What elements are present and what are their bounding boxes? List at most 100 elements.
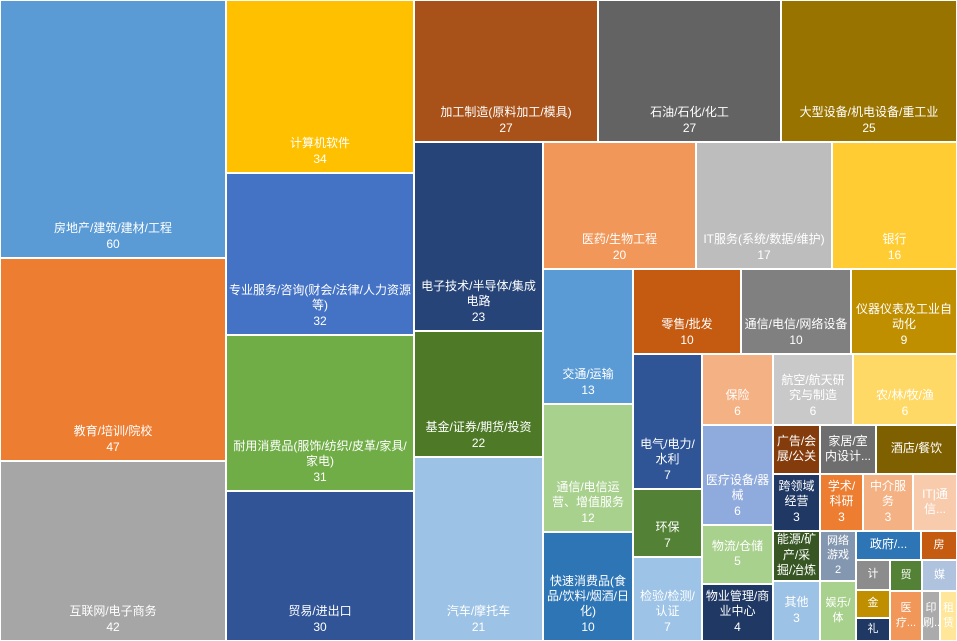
tile-value: 9 — [900, 332, 908, 347]
treemap-tile[interactable]: 通信/电信/网络设备 10 — [741, 269, 851, 354]
treemap-tile[interactable]: 家居/室内设计... — [820, 425, 876, 474]
treemap-tile[interactable]: 耐用消费品(服饰/纺织/皮革/家具/家电) 31 — [226, 335, 414, 491]
tile-label: 计 — [867, 568, 879, 581]
treemap-tile[interactable]: 电子技术/半导体/集成电路 23 — [414, 142, 543, 331]
treemap-tile[interactable]: 教育/培训/院校 47 — [0, 258, 226, 461]
treemap-tile[interactable]: 租赁 — [940, 591, 957, 641]
tile-label: 医疗设备/器械 6 — [705, 472, 770, 518]
treemap-tile[interactable]: 专业服务/咨询(财会/法律/人力资源等) 32 — [226, 173, 414, 335]
tile-label: 学术/科研 3 — [821, 478, 862, 527]
tile-label: 广告/会展/公关 — [776, 433, 817, 463]
tile-label: 专业服务/咨询(财会/法律/人力资源等) 32 — [229, 282, 411, 328]
treemap-tile[interactable]: 广告/会展/公关 — [773, 425, 820, 474]
treemap-tile[interactable]: 银行 16 — [832, 142, 957, 269]
tile-label: 医疗... — [895, 602, 917, 629]
tile-value: 10 — [680, 332, 694, 347]
treemap-tile[interactable]: 互联网/电子商务 42 — [0, 461, 226, 641]
treemap-tile[interactable]: 汽车/摩托车 21 — [414, 457, 543, 641]
treemap-tile[interactable]: 航空/航天研究与制造 6 — [773, 354, 853, 425]
treemap-tile[interactable]: 政府/... — [856, 531, 921, 560]
tile-value: 6 — [734, 403, 741, 418]
tile-value: 10 — [789, 332, 803, 347]
treemap-tile[interactable]: IT服务(系统/数据/维护) 17 — [696, 142, 832, 269]
tile-label: 教育/培训/院校 47 — [1, 423, 225, 460]
tile-value: 6 — [901, 403, 909, 418]
treemap-tile[interactable]: 环保 7 — [633, 489, 702, 557]
treemap-tile[interactable]: 学术/科研 3 — [820, 474, 863, 531]
treemap-tile[interactable]: 网络游戏 2 — [820, 531, 856, 581]
treemap-tile[interactable]: 大型设备/机电设备/重工业 25 — [781, 0, 957, 142]
treemap-tile[interactable]: 跨领域经营 3 — [773, 474, 820, 531]
tile-label: 印刷... — [923, 602, 940, 629]
tile-label: 家居/室内设计... — [824, 433, 871, 463]
treemap-tile[interactable]: 计算机软件 34 — [226, 0, 414, 173]
treemap-tile[interactable]: IT|通信... — [913, 474, 957, 531]
treemap-tile[interactable]: 金 — [856, 590, 890, 618]
treemap-tile[interactable]: 能源/矿产/采掘/冶炼 — [773, 531, 820, 581]
treemap-tile[interactable]: 保险 6 — [702, 354, 773, 425]
tile-value: 7 — [664, 535, 671, 550]
tile-label: 基金/证券/期货/投资 22 — [415, 419, 542, 456]
tile-value: 13 — [581, 382, 595, 397]
tile-value: 6 — [734, 503, 741, 518]
tile-label: 贸易/进出口 30 — [227, 603, 413, 640]
tile-label: 汽车/摩托车 21 — [415, 603, 542, 640]
treemap-tile[interactable]: 基金/证券/期货/投资 22 — [414, 331, 543, 457]
tile-value: 4 — [734, 619, 741, 634]
treemap-tile[interactable]: 仪器仪表及工业自动化 9 — [851, 269, 957, 354]
tile-value: 3 — [884, 509, 892, 524]
treemap-tile[interactable]: 其他 3 — [773, 581, 820, 641]
treemap-tile[interactable]: 通信/电信运营、增值服务 12 — [543, 404, 633, 532]
tile-value: 31 — [313, 469, 327, 484]
tile-label: 环保 7 — [634, 519, 701, 556]
treemap-tile[interactable]: 礼 — [856, 618, 890, 641]
treemap-tile[interactable]: 房 — [921, 531, 957, 560]
treemap-tile[interactable]: 计 — [856, 560, 890, 590]
treemap-tile[interactable]: 快速消费品(食品/饮料/烟酒/日化) 10 — [543, 532, 633, 641]
tile-label: 娱乐/体 — [825, 597, 851, 624]
treemap-tile[interactable]: 酒店/餐饮 — [876, 425, 957, 474]
tile-label: 仪器仪表及工业自动化 9 — [855, 301, 952, 347]
treemap-tile[interactable]: 贸易/进出口 30 — [226, 491, 414, 641]
tile-label: 政府/... — [869, 537, 908, 552]
treemap-tile[interactable]: 中介服务 3 — [863, 474, 913, 531]
tile-label: 农/林/牧/渔 6 — [854, 387, 956, 424]
treemap-tile[interactable]: 医疗... — [890, 591, 922, 641]
tile-label: 物业管理/商业中心 4 — [705, 588, 770, 634]
tile-label: 跨领域经营 3 — [774, 478, 819, 527]
treemap-tile[interactable]: 媒 — [922, 560, 957, 591]
tile-value: 47 — [106, 439, 120, 454]
tile-label: 中介服务 3 — [864, 478, 912, 527]
treemap-tile[interactable]: 医药/生物工程 20 — [543, 142, 696, 269]
tile-label: 加工制造(原料加工/模具) 27 — [415, 104, 597, 141]
treemap-tile[interactable]: 物流/仓储 5 — [702, 525, 773, 584]
tile-value: 6 — [809, 403, 817, 418]
treemap-tile[interactable]: 贸 — [890, 560, 922, 591]
treemap-tile[interactable]: 电气/电力/水利 7 — [633, 354, 702, 489]
treemap-tile[interactable]: 交通/运输 13 — [543, 269, 633, 404]
treemap-tile[interactable]: 零售/批发 10 — [633, 269, 741, 354]
tile-label: 租赁 — [943, 602, 954, 629]
tile-label: 耐用消费品(服饰/纺织/皮革/家具/家电) 31 — [227, 438, 413, 490]
tile-value: 7 — [664, 619, 671, 634]
tile-label: 交通/运输 13 — [544, 366, 632, 403]
treemap-tile[interactable]: 印刷... — [922, 591, 940, 641]
tile-value: 27 — [682, 120, 697, 135]
tile-value: 17 — [757, 247, 771, 262]
treemap-tile[interactable]: 加工制造(原料加工/模具) 27 — [414, 0, 598, 142]
treemap-tile[interactable]: 医疗设备/器械 6 — [702, 425, 773, 525]
treemap-tile[interactable]: 检验/检测/认证 7 — [633, 557, 702, 641]
treemap-tile[interactable]: 农/林/牧/渔 6 — [853, 354, 957, 425]
treemap-tile[interactable]: 娱乐/体 — [820, 581, 856, 641]
tile-label: 物流/仓储 5 — [703, 538, 772, 572]
tile-value: 60 — [106, 236, 120, 251]
treemap-tile[interactable]: 房地产/建筑/建材/工程 60 — [0, 0, 226, 258]
tile-value: 16 — [887, 247, 902, 262]
treemap-tile[interactable]: 石油/石化/化工 27 — [598, 0, 781, 142]
treemap-tile[interactable]: 物业管理/商业中心 4 — [702, 584, 773, 641]
tile-value: 7 — [664, 467, 671, 482]
tile-value: 3 — [793, 610, 800, 625]
tile-label: IT|通信... — [922, 486, 948, 516]
tile-label: 计算机软件 34 — [227, 135, 413, 172]
